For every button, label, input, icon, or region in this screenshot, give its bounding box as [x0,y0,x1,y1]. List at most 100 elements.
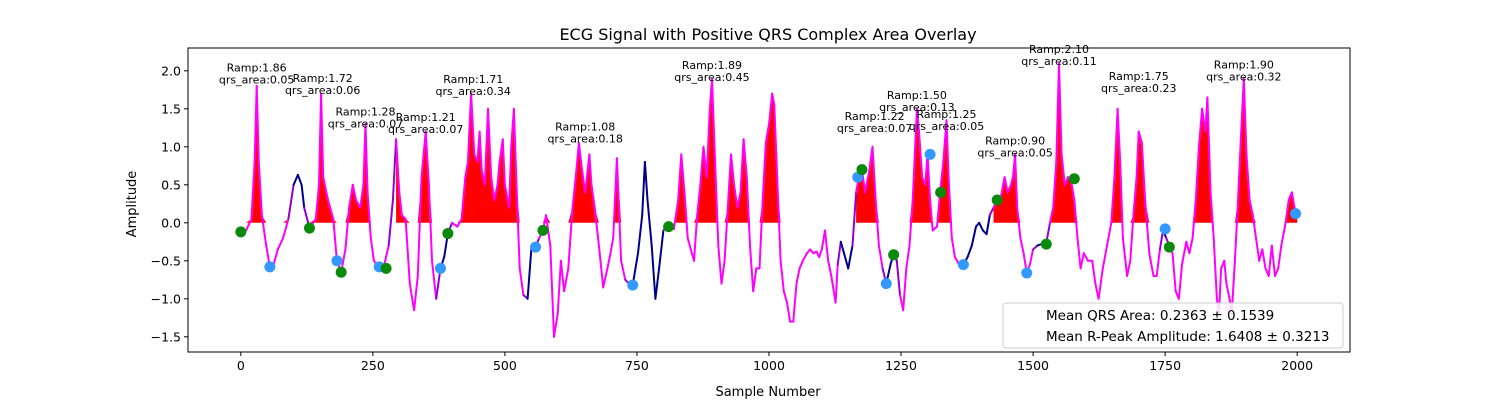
ecg-segment [1132,176,1138,217]
legend-entry-r-peak: Mean R-Peak Amplitude: 1.6408 ± 0.3213 [1046,329,1330,345]
ecg-segment [915,107,920,133]
ecg-segment [988,206,995,217]
ecg-segment [1129,214,1135,262]
qrs-onset-marker [235,226,247,238]
qrs-offset-marker [264,261,276,273]
ecg-segment [1009,176,1014,186]
ecg-segment [761,142,767,201]
ecg-segment [929,199,934,232]
ecg-segment [483,107,489,186]
ecg-segment [1191,199,1197,239]
ecg-segment [1248,199,1254,217]
ecg-segment [1206,96,1212,194]
ecg-segment [1277,244,1283,270]
qrs-onset-marker [1040,238,1052,250]
ecg-segment [680,153,686,194]
qrs-area-label: qrs_area:0.32 [1206,70,1281,83]
qrs-onset-marker [935,186,947,198]
ecg-segment [487,107,493,179]
ecg-segment [637,214,644,255]
ecg-segment [332,218,338,262]
qrs-onset-marker [1068,173,1080,185]
ecg-segment [327,199,335,220]
x-tick-label: 2000 [1281,358,1313,373]
ecg-segment [464,161,469,179]
ecg-segment [1237,130,1243,201]
ecg-segment [1137,130,1143,144]
x-tick-label: 1000 [753,358,785,373]
y-tick-label: −1.0 [151,291,181,306]
ramp-label: Ramp:2.10 [1029,43,1089,56]
ecg-segment [843,252,850,270]
ecg-segment [1245,153,1251,201]
ecg-segment [1106,221,1113,247]
qrs-area-label: qrs_area:0.11 [1021,55,1096,68]
ecg-segment [1209,191,1215,239]
ecg-segment [1058,62,1063,156]
qrs-offset-marker [434,262,446,274]
ecg-segment [1261,248,1267,270]
ecg-segment [720,259,726,285]
ecg-segment [260,214,268,247]
ecg-segment [905,244,911,270]
ecg-segment [245,218,253,232]
ecg-segment [1006,183,1012,194]
ramp-label: Ramp:1.28 [335,106,395,119]
ecg-segment [387,199,394,247]
ecg-segment [739,138,745,194]
qrs-offset-marker [880,278,892,290]
ecg-segment [1233,199,1239,262]
ecg-segment [641,161,646,217]
positive-area [993,154,1034,223]
qrs-offset-marker [530,241,542,253]
ecg-segment [926,153,932,201]
ecg-segment [427,183,433,262]
ecg-segment [818,248,823,258]
ecg-segment [300,183,306,209]
ecg-segment [351,183,357,201]
positive-area [1050,63,1160,223]
legend-box [1002,302,1344,349]
ecg-segment [768,92,774,125]
qrs-offset-marker [1021,267,1033,279]
ecg-segment [1223,259,1228,285]
ecg-segment [786,301,792,323]
ecg-segment [1280,221,1287,247]
ecg-segment [877,244,884,270]
y-tick-label: 1.0 [161,139,181,154]
y-axis-ticks: −1.5 −1.0 −0.5 0.0 0.5 1.0 1.5 2.0 [151,63,188,344]
ecg-segment [1121,237,1129,277]
y-axis-label: Amplitude [125,171,140,238]
x-tick-label: 750 [625,358,649,373]
qrs-area-label: qrs_area:0.05 [977,146,1052,159]
x-axis-label: Sample Number [715,385,821,400]
ecg-segment [726,153,732,209]
y-tick-label: −1.5 [151,329,181,344]
chart-title: ECG Signal with Positive QRS Complex Are… [559,25,976,44]
positive-area [539,143,626,223]
ecg-segment [677,153,683,201]
ecg-segment [1135,130,1140,179]
ecg-segment [615,157,623,262]
qrs-offset-marker [331,255,343,267]
x-tick-label: 500 [493,358,517,373]
ecg-segment [508,145,513,209]
qrs-offset-marker [1159,223,1171,235]
ecg-segment [1016,206,1022,239]
qrs-markers [235,148,1302,291]
ecg-segment [559,259,566,293]
ecg-segment [1116,107,1122,163]
y-tick-label: 1.5 [161,101,181,116]
ecg-segment [1110,176,1116,224]
qrs-onset-marker [303,222,315,234]
ecg-segment [864,168,871,194]
ecg-segment [693,214,699,262]
ecg-segment [705,107,711,179]
qrs-area-label: qrs_area:0.05 [909,120,984,133]
ecg-segment [654,267,661,300]
ecg-segment [1225,282,1231,300]
ecg-segment [276,237,285,251]
ecg-segment [567,206,574,270]
ecg-segment [1101,244,1108,270]
ecg-signal-lines [239,62,1299,338]
